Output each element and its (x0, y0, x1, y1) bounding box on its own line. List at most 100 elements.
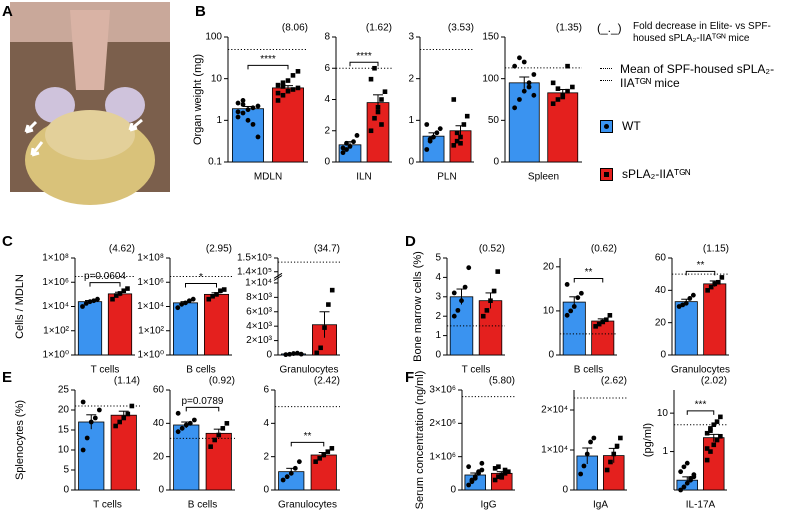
data-point (87, 299, 93, 305)
y-tick-label: 0 (263, 485, 269, 496)
fold-label: (0.52) (479, 244, 505, 255)
significance-label: ** (304, 431, 312, 442)
data-point (96, 407, 102, 413)
data-point (275, 98, 281, 103)
data-point (208, 444, 213, 449)
data-point (313, 459, 318, 464)
data-point (240, 98, 246, 103)
data-point (678, 469, 684, 475)
data-point (175, 305, 181, 311)
photo (10, 2, 170, 205)
data-point (454, 130, 460, 136)
y-tick-label: 3 (435, 291, 441, 302)
data-point (458, 134, 463, 140)
data-point (711, 442, 717, 448)
y-tick-label: 1×10⁴ (42, 301, 69, 312)
data-point (495, 269, 501, 274)
data-point (491, 288, 497, 294)
significance-bracket (349, 61, 379, 67)
data-point (521, 59, 527, 65)
data-point (584, 451, 590, 457)
y-tick-label: 1×10⁴ (137, 301, 164, 312)
data-point (476, 469, 481, 475)
data-point (295, 69, 301, 74)
data-point (275, 90, 281, 96)
data-point (502, 471, 508, 476)
data-point (458, 140, 463, 146)
data-point (565, 63, 570, 69)
data-point (488, 298, 493, 303)
data-point (484, 308, 490, 313)
y-tick-label: 4 (263, 418, 269, 429)
data-point (291, 351, 296, 356)
fold-label: (1.14) (114, 376, 140, 387)
data-point (604, 317, 609, 323)
x-tick-label: ILN (356, 172, 372, 183)
data-point (83, 301, 89, 306)
x-tick-label: Spleen (528, 172, 559, 183)
x-tick-label: PLN (437, 172, 456, 183)
significance-label: ** (697, 260, 705, 271)
fold-label: (2.62) (601, 376, 627, 387)
y-tick-label: 5 (63, 465, 69, 476)
y-tick-label: 2×10³ (246, 335, 273, 346)
significance-bracket (573, 277, 604, 283)
data-point (451, 313, 457, 319)
data-point (690, 292, 696, 298)
data-point (314, 350, 320, 356)
y-tick-label: 20 (543, 261, 555, 272)
data-point (318, 345, 323, 351)
data-point (121, 415, 127, 421)
data-point (604, 467, 610, 473)
fold-label: (8.06) (282, 23, 308, 34)
data-point (245, 117, 251, 123)
data-point (298, 351, 304, 357)
y-tick-label: 60 (655, 253, 667, 264)
data-point (578, 290, 584, 296)
data-point (479, 460, 485, 466)
data-point (221, 287, 227, 292)
data-point (117, 291, 123, 296)
data-point (285, 78, 291, 83)
fold-label: (4.62) (109, 244, 135, 255)
data-point (714, 437, 720, 443)
data-point (351, 139, 356, 145)
y-tick-label: 40 (655, 285, 667, 296)
y-tick-label: 1×10⁰ (137, 350, 164, 361)
data-point (186, 298, 192, 304)
data-point (526, 84, 532, 90)
y-tick-label: 0 (435, 350, 441, 361)
data-point (191, 417, 197, 423)
data-point (125, 411, 131, 417)
y-tick-label: 3×10⁶ (429, 385, 456, 396)
x-tick-label: T cells (462, 365, 491, 376)
panel-label: D (405, 233, 416, 250)
fold-label: (0.62) (591, 244, 617, 255)
y-tick-label: 2 (324, 125, 330, 136)
data-point (708, 428, 713, 433)
bar (205, 432, 232, 491)
data-point (596, 321, 602, 327)
data-point (216, 432, 222, 438)
data-point (611, 451, 617, 457)
significance-bracket (185, 406, 220, 412)
data-point (451, 97, 457, 102)
y-axis-label: Bone marrow cells (%) (412, 251, 424, 362)
y-tick-label: 50 (488, 115, 500, 126)
y-tick-label: 1×10⁸ (42, 253, 69, 264)
significance-label: *** (695, 400, 707, 411)
data-point (235, 114, 241, 120)
data-point (555, 86, 561, 91)
data-point (183, 300, 188, 306)
data-point (708, 284, 714, 290)
bar (703, 283, 727, 356)
y-tick-label: 8×10³ (246, 292, 273, 303)
y-tick-label: 1.4×10⁵ (237, 266, 272, 277)
data-point (110, 296, 115, 302)
x-tick-label: T cells (93, 500, 122, 511)
data-point (581, 463, 587, 469)
data-point (614, 443, 620, 449)
y-tick-label: 0 (266, 350, 272, 361)
data-point (290, 87, 296, 92)
